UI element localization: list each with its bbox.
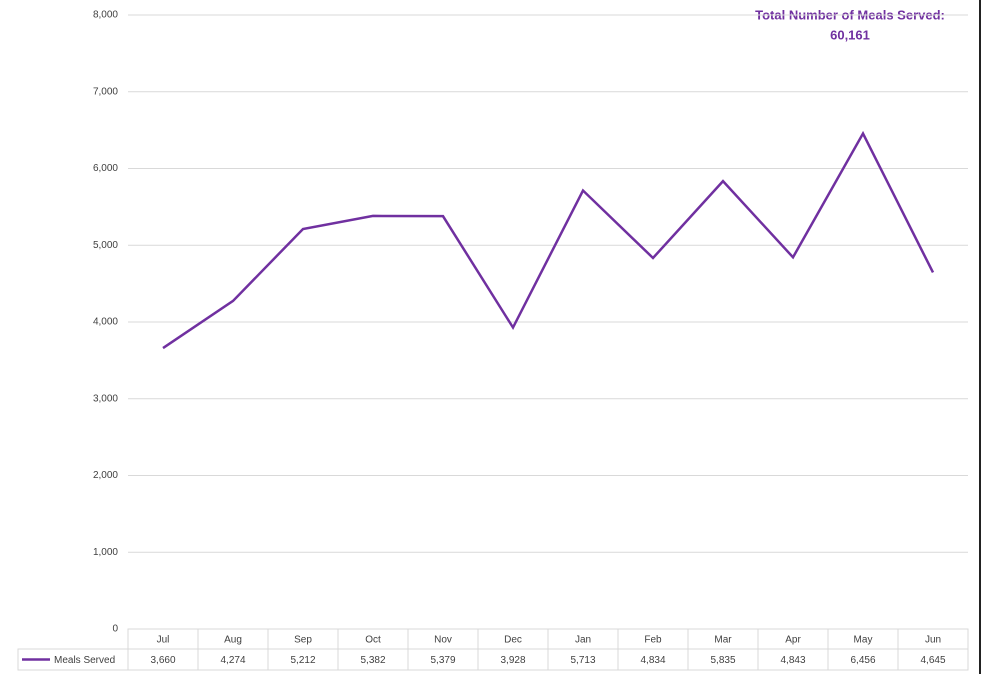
x-tick-label: Feb — [644, 635, 662, 646]
table-cell — [897, 648, 969, 671]
annotation: 60,161 — [830, 27, 870, 42]
table-value: 5,713 — [570, 655, 595, 666]
legend-label: Meals Served — [54, 655, 115, 666]
table-value: 4,274 — [220, 655, 245, 666]
table-value: 3,660 — [150, 655, 175, 666]
table-value: 4,843 — [780, 655, 805, 666]
x-tick-label: Mar — [714, 635, 732, 646]
x-tick-label: Jan — [575, 635, 591, 646]
table-value: 5,379 — [430, 655, 455, 666]
data-line — [162, 130, 935, 350]
table-value: 3,928 — [500, 655, 525, 666]
y-tick-label: 3,000 — [93, 393, 118, 404]
y-tick-label: 1,000 — [93, 547, 118, 558]
y-tick-label: 2,000 — [93, 470, 118, 481]
table-value: 4,645 — [920, 655, 945, 666]
x-tick-label: Oct — [365, 635, 381, 646]
x-tick-label: May — [854, 635, 873, 646]
y-tick-label: 0 — [112, 624, 118, 635]
x-tick-label: Apr — [785, 635, 801, 646]
x-tick-label: Sep — [294, 635, 312, 646]
x-tick-label: Nov — [434, 635, 452, 646]
table-value: 5,212 — [290, 655, 315, 666]
y-tick-label: 5,000 — [93, 240, 118, 251]
x-tick-label: Jul — [157, 635, 170, 646]
y-tick-label: 6,000 — [93, 163, 118, 174]
x-tick-label: Jun — [925, 635, 941, 646]
y-tick-label: 4,000 — [93, 317, 118, 328]
y-tick-label: 7,000 — [93, 86, 118, 97]
y-tick-label: 8,000 — [93, 10, 118, 21]
table-value: 4,834 — [640, 655, 665, 666]
table-value: 5,835 — [710, 655, 735, 666]
x-tick-label: Dec — [504, 635, 522, 646]
table-value: 6,456 — [850, 655, 875, 666]
table-value: 5,382 — [360, 655, 385, 666]
x-tick-label: Aug — [224, 635, 242, 646]
